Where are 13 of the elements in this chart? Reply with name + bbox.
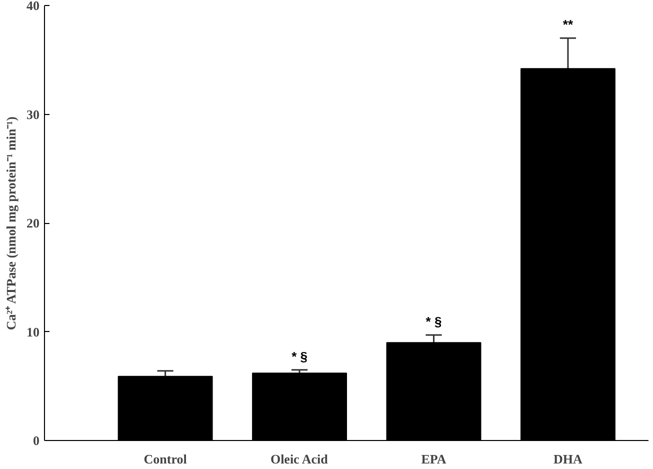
x-tick-label: Control xyxy=(144,452,188,466)
annotation: ** xyxy=(562,17,574,32)
y-tick-label: 10 xyxy=(26,324,40,340)
x-tick-label: EPA xyxy=(421,452,447,466)
x-tick-label: DHA xyxy=(554,452,584,466)
y-tick-label: 40 xyxy=(26,0,40,13)
annotation: * § xyxy=(426,314,442,330)
y-axis-title: Ca²⁺ ATPase (nmol mg protein⁻¹ min⁻¹) xyxy=(4,116,18,330)
y-tick-label: 0 xyxy=(33,433,40,448)
annotation: * § xyxy=(292,348,308,364)
x-tick-label: Oleic Acid xyxy=(270,452,329,466)
y-tick-label: 20 xyxy=(26,216,40,230)
y-tick-label: 30 xyxy=(26,106,40,122)
